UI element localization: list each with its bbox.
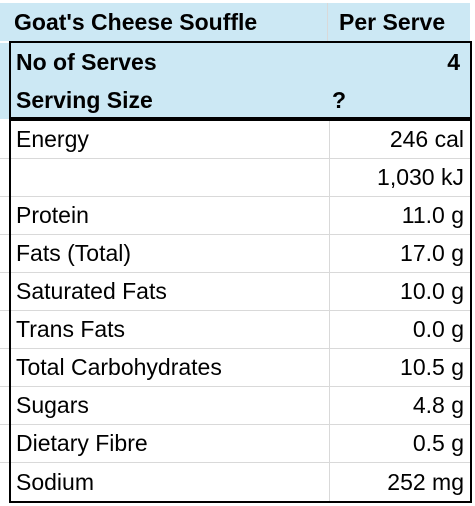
nutrient-label-cell[interactable]: Trans Fats — [0, 311, 328, 349]
per-serve-header-cell[interactable]: Per Serve — [328, 3, 470, 41]
nutrient-row: Sugars 4.8 g — [0, 387, 475, 425]
nutrient-row: Trans Fats 0.0 g — [0, 311, 475, 349]
nutrient-value-cell[interactable]: 10.5 g — [328, 349, 470, 387]
column-divider — [329, 121, 330, 501]
nutrient-value-cell[interactable]: 252 mg — [387, 468, 464, 495]
nutrient-row: 1,030 kJ — [0, 159, 475, 197]
nutrient-value-cell[interactable]: 10.0 g — [328, 273, 470, 311]
nutrient-label-cell[interactable]: Total Carbohydrates — [0, 349, 328, 387]
nutrient-label-cell[interactable]: Fats (Total) — [0, 235, 328, 273]
nutrient-label-cell[interactable]: Sugars — [0, 387, 328, 425]
serves-label-cell[interactable]: No of Serves — [0, 43, 328, 81]
serving-size-label-cell[interactable]: Serving Size — [0, 81, 328, 119]
nutrient-value-cell[interactable]: 0.5 g — [328, 425, 470, 463]
nutrient-value-cell[interactable]: 1,030 kJ — [328, 159, 470, 197]
nutrient-row: Saturated Fats 10.0 g — [0, 273, 475, 311]
nutrient-value-cell[interactable]: 11.0 g — [328, 197, 470, 235]
serving-size-value-cell[interactable]: ? — [328, 81, 470, 119]
nutrient-label-cell[interactable] — [0, 159, 328, 197]
nutrient-value-cell[interactable]: 4.8 g — [328, 387, 470, 425]
serving-size-row: Serving Size ? — [0, 81, 475, 119]
nutrient-value-cell[interactable]: 246 cal — [328, 121, 470, 159]
title-row: Goat's Cheese Souffle Per Serve — [0, 3, 475, 41]
nutrient-label-cell[interactable]: Sodium — [16, 468, 94, 495]
nutrient-row: Sodium 252 mg — [0, 463, 475, 501]
nutrient-row: Total Carbohydrates 10.5 g — [0, 349, 475, 387]
nutrient-value-cell[interactable]: 0.0 g — [328, 311, 470, 349]
nutrient-value-cell[interactable]: 17.0 g — [328, 235, 470, 273]
nutrient-row: Fats (Total) 17.0 g — [0, 235, 475, 273]
nutrient-label-cell[interactable]: Dietary Fibre — [0, 425, 328, 463]
nutrient-label-cell[interactable]: Protein — [0, 197, 328, 235]
serves-value-cell[interactable]: 4 — [328, 43, 470, 81]
recipe-name-cell[interactable]: Goat's Cheese Souffle — [0, 3, 328, 41]
nutrient-row: Protein 11.0 g — [0, 197, 475, 235]
nutrient-label-cell[interactable]: Saturated Fats — [0, 273, 328, 311]
serves-row: No of Serves 4 — [0, 43, 475, 81]
nutrient-row: Dietary Fibre 0.5 g — [0, 425, 475, 463]
nutrient-label-cell[interactable]: Energy — [0, 121, 328, 159]
nutrient-row: Energy 246 cal — [0, 121, 475, 159]
